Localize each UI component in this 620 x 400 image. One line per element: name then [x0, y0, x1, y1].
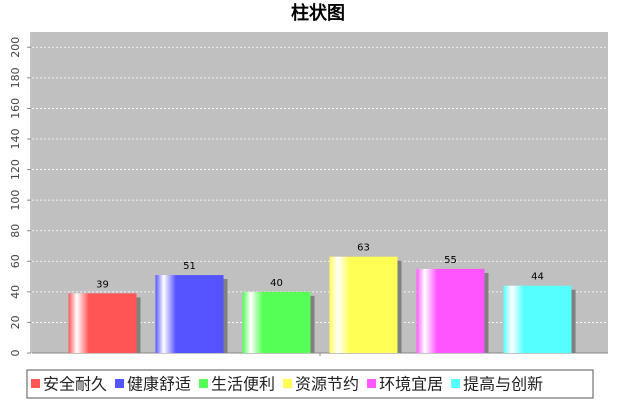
y-tick-label: 60	[9, 254, 22, 268]
y-tick-label: 100	[9, 190, 22, 211]
y-tick-label: 180	[9, 67, 22, 88]
bar	[416, 268, 485, 353]
bar	[155, 275, 224, 353]
legend-swatch	[31, 379, 40, 388]
y-tick-label: 200	[9, 37, 22, 58]
value-label: 40	[270, 278, 283, 289]
legend-label: 资源节约	[295, 375, 359, 394]
legend-label: 生活便利	[211, 375, 275, 394]
value-label: 39	[96, 279, 109, 290]
y-tick-label: 120	[9, 159, 22, 180]
legend-label: 健康舒适	[127, 375, 191, 394]
y-tick-label: 0	[9, 350, 22, 357]
bar	[329, 256, 398, 353]
value-label: 63	[357, 243, 370, 254]
legend-label: 环境宜居	[379, 375, 443, 394]
legend-swatch	[283, 379, 293, 388]
value-label: 51	[183, 261, 196, 272]
y-tick-label: 40	[9, 285, 22, 299]
chart-title: 柱状图	[291, 2, 345, 24]
y-tick-label: 80	[9, 224, 22, 238]
value-label: 55	[444, 255, 457, 266]
legend-swatch	[199, 379, 209, 388]
legend-swatch	[451, 379, 461, 388]
legend-label: 安全耐久	[43, 375, 107, 394]
y-tick-label: 160	[9, 98, 22, 119]
bar	[242, 291, 311, 353]
legend-label: 提高与创新	[463, 375, 543, 394]
y-tick-label: 140	[9, 129, 22, 150]
legend-swatch	[367, 379, 377, 388]
bar	[503, 285, 572, 353]
value-label: 44	[531, 272, 544, 283]
bar	[68, 293, 137, 353]
y-tick-label: 20	[9, 315, 22, 329]
legend-swatch	[115, 379, 125, 388]
